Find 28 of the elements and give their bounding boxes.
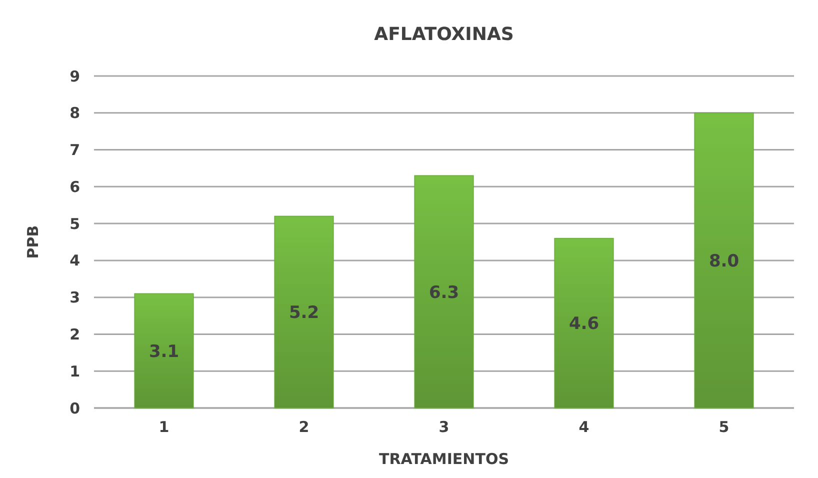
- x-tick-label: 1: [158, 418, 170, 436]
- bar: [274, 216, 334, 408]
- y-tick-label: 8: [70, 104, 80, 122]
- x-tick-label: 3: [438, 418, 450, 436]
- x-tick-label: 2: [298, 418, 310, 436]
- data-label: 6.3: [428, 282, 460, 303]
- bar: [134, 293, 194, 408]
- bar: [554, 238, 614, 408]
- y-tick-label: 5: [70, 214, 80, 233]
- y-tick-label: 0: [70, 399, 80, 418]
- y-tick-label: 1: [70, 362, 80, 380]
- bar: [414, 175, 474, 408]
- y-axis-title: PPB: [24, 225, 42, 259]
- y-tick-label: 9: [70, 67, 80, 86]
- x-tick-label: 4: [578, 418, 590, 436]
- chart-title: AFLATOXINAS: [374, 24, 514, 45]
- bar: [694, 112, 754, 408]
- y-tick-label: 6: [70, 178, 80, 196]
- x-tick-label: 5: [718, 418, 730, 436]
- x-axis-title: TRATAMIENTOS: [379, 450, 509, 468]
- y-tick-label: 4: [70, 252, 80, 270]
- y-tick-label: 7: [70, 141, 80, 160]
- data-label: 3.1: [148, 342, 180, 362]
- data-label: 4.6: [568, 314, 600, 334]
- data-label: 8.0: [708, 251, 740, 272]
- y-tick-label: 2: [70, 325, 80, 344]
- y-tick-label: 3: [70, 288, 80, 307]
- data-label: 5.2: [288, 303, 320, 324]
